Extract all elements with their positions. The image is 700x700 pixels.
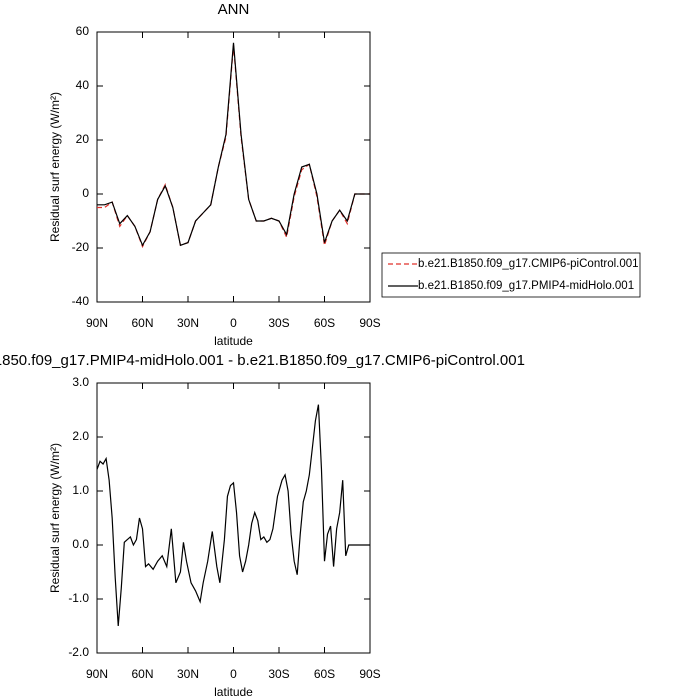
data-line xyxy=(97,45,370,249)
y-tick-label: 0 xyxy=(82,186,89,200)
x-tick-label: 90N xyxy=(86,667,108,681)
chart-title: ANN xyxy=(218,1,250,18)
y-tick-label: 0.0 xyxy=(72,537,89,551)
x-tick-label: 60S xyxy=(314,667,335,681)
x-tick-label: 30S xyxy=(268,667,289,681)
y-axis-label: Residual surf energy (W/m²) xyxy=(48,443,62,593)
y-axis-label: Residual surf energy (W/m²) xyxy=(48,92,62,242)
x-tick-label: 60N xyxy=(131,316,153,330)
x-tick-label: 90S xyxy=(359,667,380,681)
x-tick-label: 0 xyxy=(230,667,237,681)
y-tick-label: 3.0 xyxy=(72,375,89,389)
y-tick-label: -2.0 xyxy=(68,645,89,659)
data-line xyxy=(96,404,370,627)
y-tick-label: 40 xyxy=(76,78,90,92)
y-tick-label: -20 xyxy=(72,240,90,254)
data-line xyxy=(97,42,370,247)
x-tick-label: 60S xyxy=(314,316,335,330)
y-tick-label: 1.0 xyxy=(72,483,89,497)
y-tick-label: 60 xyxy=(76,24,90,38)
y-tick-label: 20 xyxy=(76,132,90,146)
x-tick-label: 30N xyxy=(177,316,199,330)
legend-label: b.e21.B1850.f09_g17.CMIP6-piControl.001 xyxy=(418,258,639,270)
x-axis-label: latitude xyxy=(214,334,253,348)
y-tick-label: -1.0 xyxy=(68,591,89,605)
legend-box xyxy=(381,252,641,298)
chart-title: b.e21.B1850.f09_g17.PMIP4-midHolo.001 - … xyxy=(0,352,525,369)
x-tick-label: 90S xyxy=(359,316,380,330)
x-tick-label: 30S xyxy=(268,316,289,330)
x-tick-label: 0 xyxy=(230,316,237,330)
legend-label: b.e21.B1850.f09_g17.PMIP4-midHolo.001 xyxy=(418,280,634,292)
y-tick-label: 2.0 xyxy=(72,429,89,443)
plot-frame xyxy=(96,382,371,654)
plot-frame xyxy=(96,31,371,303)
x-tick-label: 90N xyxy=(86,316,108,330)
x-tick-label: 60N xyxy=(131,667,153,681)
x-tick-label: 30N xyxy=(177,667,199,681)
y-tick-label: -40 xyxy=(72,294,90,308)
x-axis-label: latitude xyxy=(214,685,253,699)
